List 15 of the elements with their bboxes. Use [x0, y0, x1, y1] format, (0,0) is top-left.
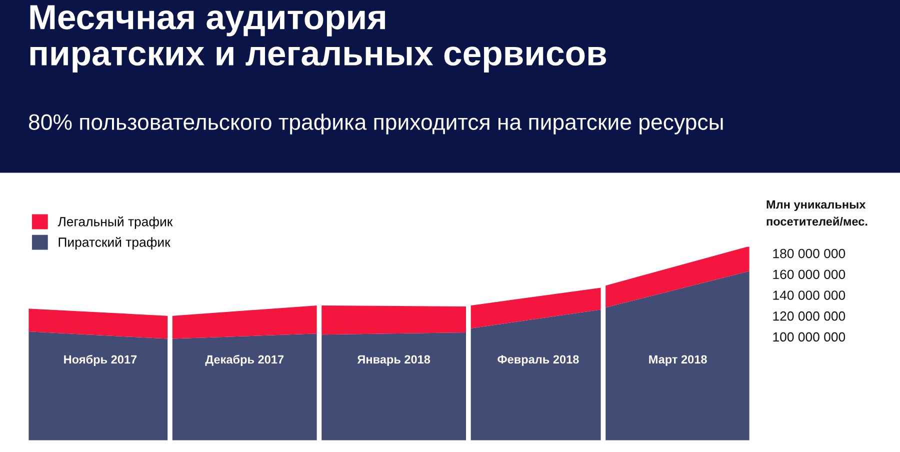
legend-label: Пиратский трафик	[58, 236, 170, 250]
y-tick-label: 160 000 000	[773, 270, 846, 280]
x-tick-label: Февраль 2018	[498, 355, 579, 366]
chart-subtitle: 80% пользовательского трафика приходится на пиратские ресурсы	[28, 114, 723, 134]
x-tick-label: Март 2018	[649, 355, 707, 366]
y-tick-label: 180 000 000	[773, 248, 846, 258]
x-tick-label: Декабрь 2017	[205, 354, 284, 366]
x-tick-label: Ноябрь 2017	[64, 354, 137, 366]
legend-label: Легальный трафик	[58, 216, 173, 229]
chart-title: Месячная аудитория пиратских и легальных сервисов	[30, 5, 606, 73]
y-tick-label: 140 000 000	[773, 290, 846, 300]
y-tick-label: 100 000 000	[773, 332, 846, 342]
y-axis-title: Млн уникальных посетителей/мес.	[766, 200, 868, 226]
x-tick-label: Январь 2018	[357, 355, 430, 366]
y-tick-label: 120 000 000	[773, 311, 846, 321]
